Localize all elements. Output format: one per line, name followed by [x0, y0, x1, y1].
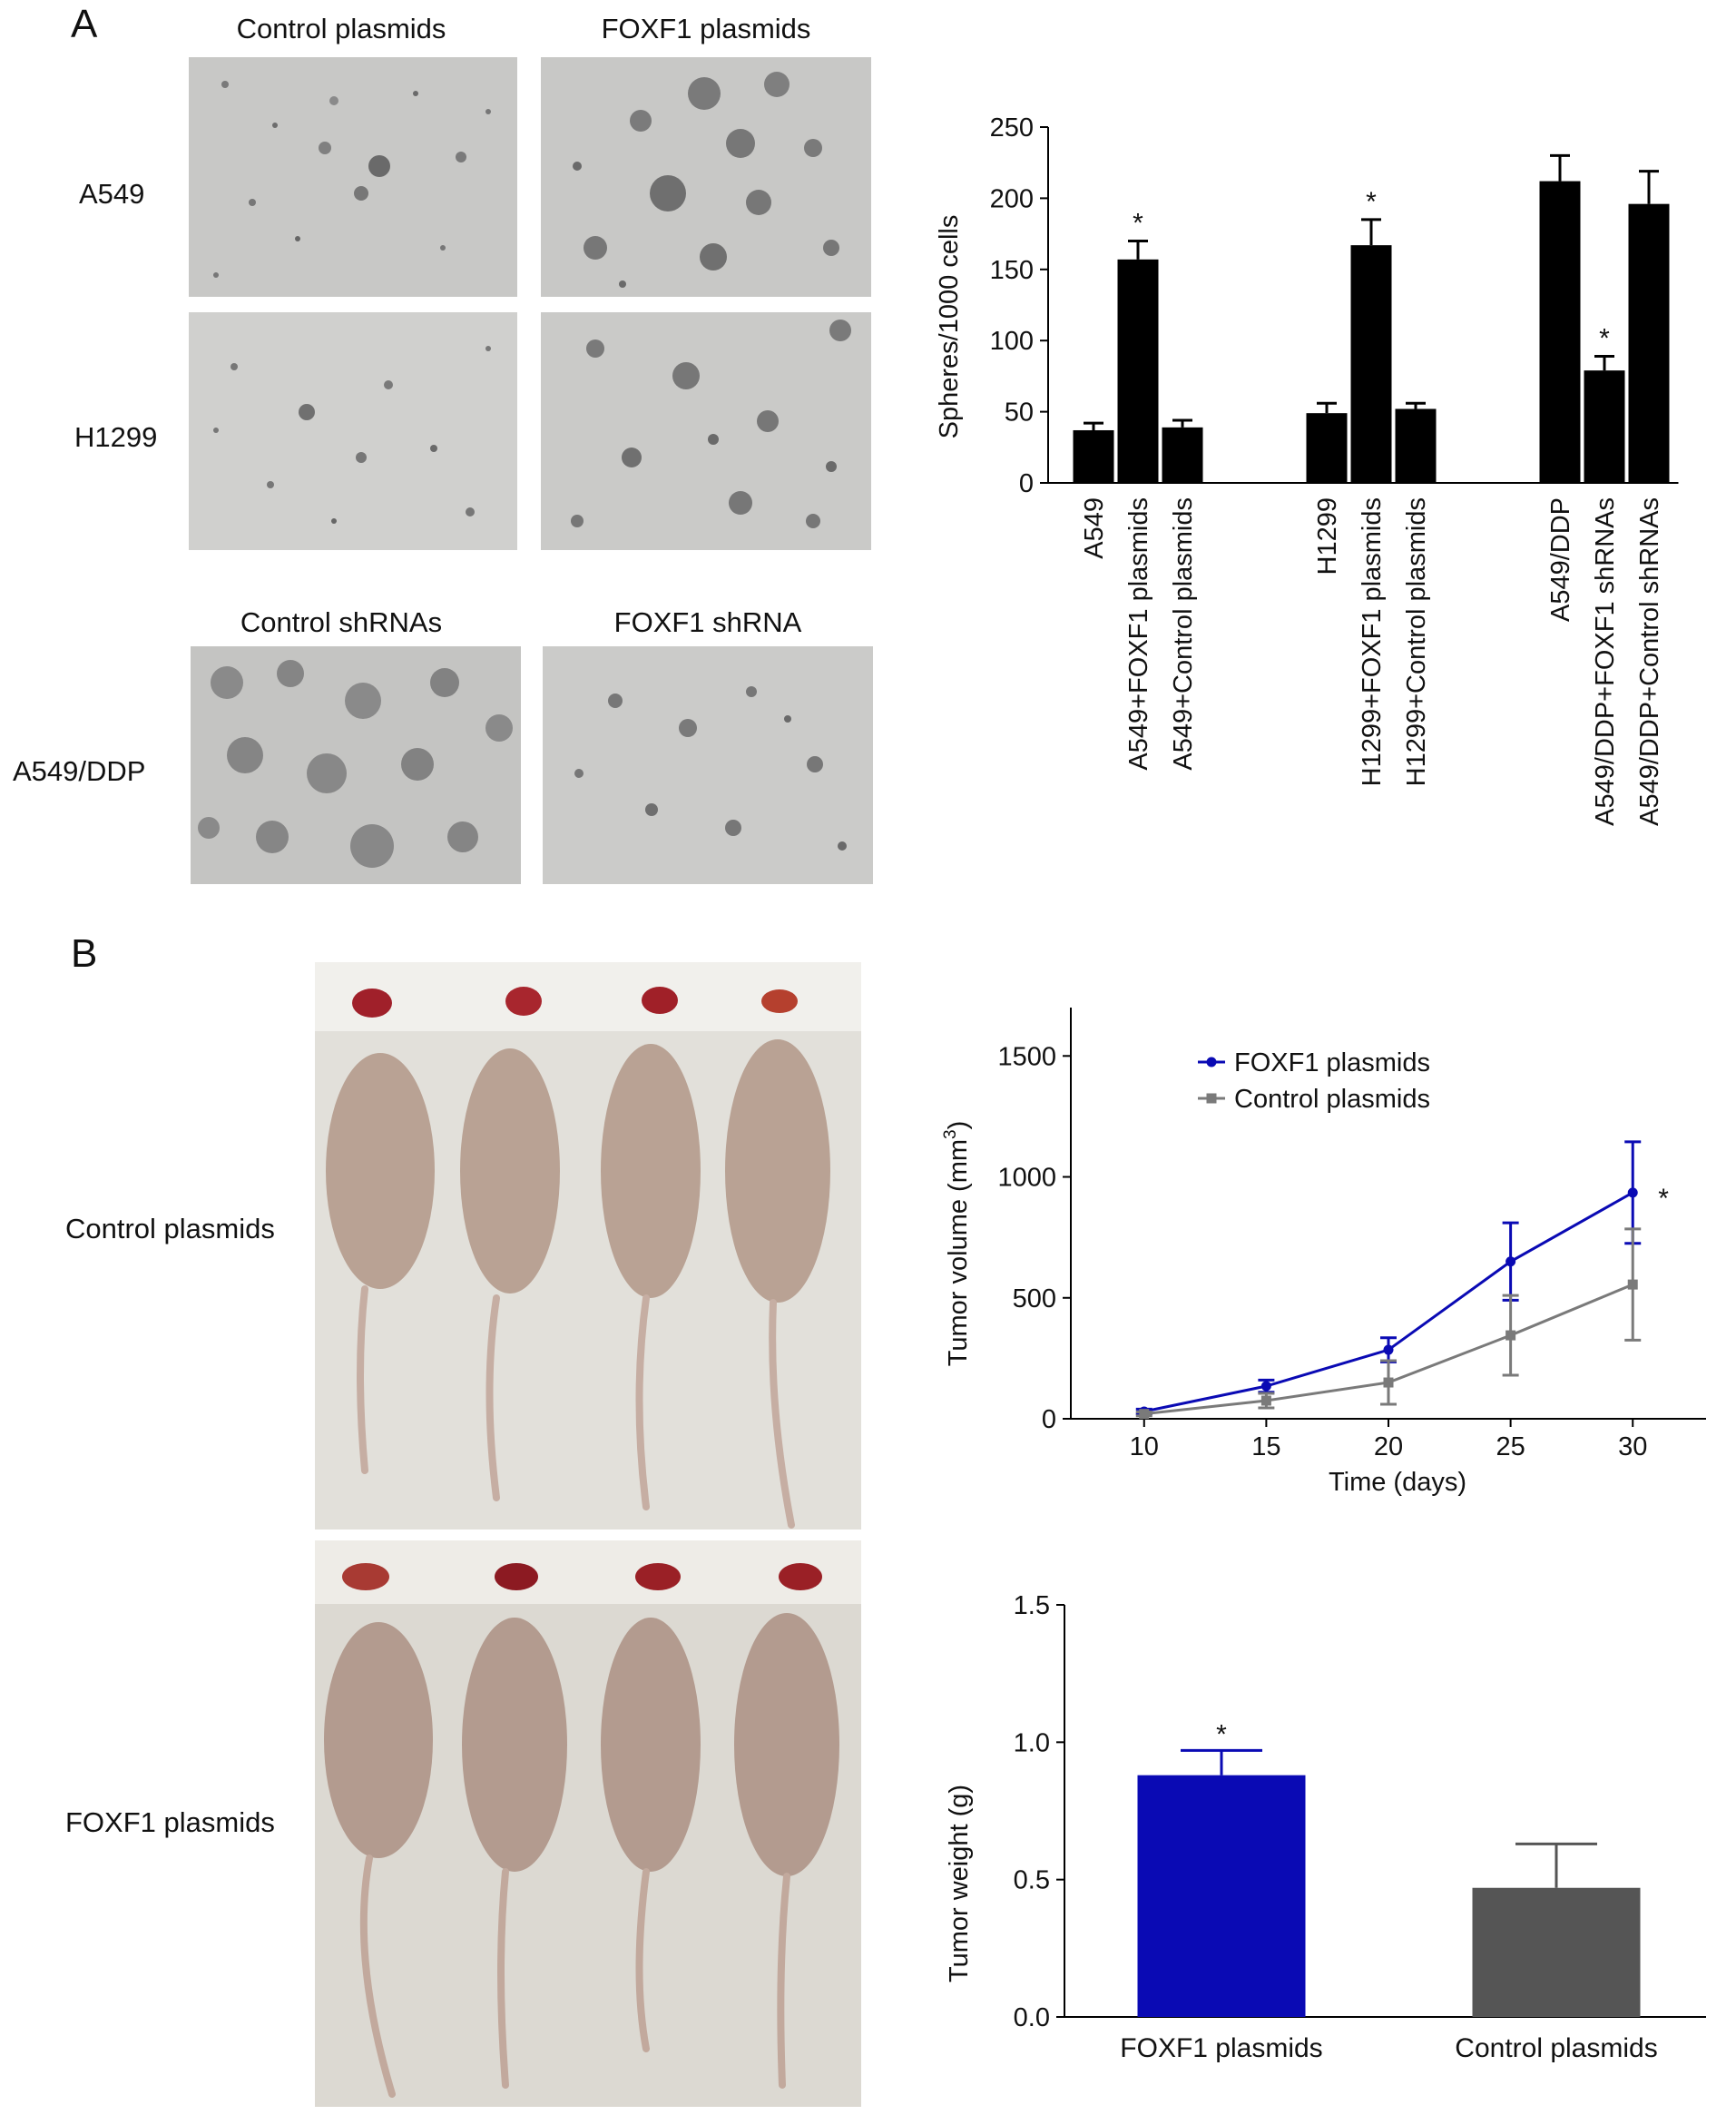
weight-y-tick-label: 1.0 [1014, 1728, 1050, 1757]
micrograph-a549-foxf1 [541, 57, 871, 297]
mice-photo-control-plasmids [315, 962, 861, 1530]
weight-x-tick-label: FOXF1 plasmids [1120, 2033, 1322, 2063]
volume-y-tick-label: 0 [1042, 1405, 1056, 1434]
volume-data-point [1627, 1187, 1638, 1198]
spheres-x-tick-label: A549/DDP+Control shRNAs [1635, 497, 1664, 826]
micrograph-h1299-foxf1 [541, 312, 871, 550]
volume-data-point [1506, 1330, 1516, 1341]
weight-y-tick-label: 1.5 [1014, 1591, 1050, 1620]
spheres-x-tick-label: A549+FOXF1 plasmids [1124, 497, 1153, 771]
legend-label: FOXF1 plasmids [1234, 1048, 1430, 1077]
volume-data-point [1506, 1256, 1516, 1267]
spheres-bar [1162, 427, 1203, 483]
spheres-bar [1584, 370, 1625, 483]
weight-bar [1137, 1775, 1306, 2017]
row-label-a549-ddp: A549/DDP [13, 755, 146, 787]
spheres-x-tick-label: H1299+FOXF1 plasmids [1358, 497, 1387, 786]
header-control-shrnas: Control shRNAs [240, 606, 443, 638]
volume-y-tick-label: 500 [1013, 1284, 1056, 1313]
spheres-y-tick-label: 0 [1019, 469, 1034, 498]
spheres-y-axis-label: Spheres/1000 cells [935, 215, 964, 439]
weight-y-tick-label: 0.0 [1014, 2003, 1050, 2032]
weight-y-tick-label: 0.5 [1014, 1866, 1050, 1895]
volume-x-tick-label: 10 [1130, 1432, 1159, 1461]
tumor-weight-bar-chart: 0.0 0.5 1.0 1.5 * FOXF1 plasmids Control plasm… [945, 1591, 1706, 2063]
spheres-y-tick-label: 50 [1005, 398, 1034, 428]
weight-significance-marker: * [1216, 1719, 1227, 1749]
tumor-volume-line-chart: 0 500 1000 1500 10 15 20 25 30 Time (days) FOXF1 p… [941, 1008, 1706, 1497]
legend-marker [1206, 1093, 1217, 1104]
volume-x-axis-label: Time (days) [1329, 1468, 1466, 1497]
spheres-x-tick-label: A549/DDP+FOXF1 shRNAs [1591, 497, 1620, 826]
spheres-significance-marker: * [1366, 187, 1377, 217]
volume-y-axis-label: Tumor volume (mm3) [941, 1121, 973, 1367]
micrograph-a549ddp-foxf1-shrna [543, 646, 873, 884]
spheres-bar [1350, 245, 1392, 483]
volume-y-tick-label: 1500 [997, 1042, 1056, 1071]
volume-y-tick-label: 1000 [997, 1164, 1056, 1193]
header-foxf1-plasmids: FOXF1 plasmids [601, 13, 811, 44]
volume-x-tick-label: 15 [1251, 1432, 1280, 1461]
micrograph-h1299-control [189, 312, 517, 550]
legend-marker [1206, 1057, 1217, 1067]
spheres-bar [1539, 181, 1581, 484]
volume-data-point [1627, 1279, 1638, 1290]
volume-data-point [1260, 1381, 1271, 1392]
row-label-a549: A549 [79, 178, 145, 210]
spheres-bar-chart: 0 50 100 150 200 250 A549 * A549+FOXF1 plasmids A… [935, 113, 1679, 826]
row-label-foxf1-plasmids-mice: FOXF1 plasmids [65, 1806, 275, 1838]
volume-significance-marker: * [1658, 1184, 1669, 1214]
panel-a-letter: A [71, 2, 98, 46]
spheres-y-tick-label: 250 [990, 113, 1034, 143]
volume-data-point [1260, 1395, 1271, 1406]
volume-x-tick-label: 30 [1618, 1432, 1647, 1461]
mice-photo-foxf1-plasmids [315, 1540, 861, 2107]
volume-x-tick-label: 20 [1374, 1432, 1403, 1461]
header-control-plasmids: Control plasmids [236, 13, 446, 44]
volume-data-point [1383, 1377, 1394, 1388]
micrograph-a549-control [189, 57, 517, 297]
spheres-bar [1628, 203, 1670, 483]
spheres-significance-marker: * [1133, 208, 1143, 238]
spheres-x-tick-label: H1299+Control plasmids [1402, 497, 1431, 786]
spheres-x-tick-label: A549 [1080, 497, 1109, 559]
header-foxf1-shrna: FOXF1 shRNA [613, 606, 802, 638]
weight-x-tick-label: Control plasmids [1455, 2033, 1657, 2063]
volume-data-point [1383, 1344, 1394, 1355]
weight-y-axis-label: Tumor weight (g) [945, 1785, 974, 1982]
spheres-y-tick-label: 150 [990, 256, 1034, 285]
spheres-x-tick-label: A549+Control plasmids [1169, 497, 1198, 771]
volume-x-tick-label: 25 [1496, 1432, 1525, 1461]
spheres-y-tick-label: 100 [990, 327, 1034, 356]
spheres-x-tick-label: H1299 [1313, 497, 1342, 575]
spheres-significance-marker: * [1599, 323, 1610, 353]
micrograph-a549ddp-control-shrna [191, 646, 521, 884]
row-label-control-plasmids-mice: Control plasmids [65, 1213, 275, 1244]
spheres-bar [1117, 259, 1159, 483]
spheres-y-tick-label: 200 [990, 184, 1034, 213]
volume-data-point [1139, 1409, 1150, 1420]
panel-b-letter: B [71, 931, 98, 976]
spheres-bar [1306, 413, 1348, 483]
spheres-bar [1073, 429, 1114, 483]
spheres-bar [1395, 408, 1437, 483]
row-label-h1299: H1299 [74, 421, 158, 453]
spheres-x-tick-label: A549/DDP [1546, 497, 1575, 622]
weight-bar [1472, 1887, 1641, 2017]
legend-label: Control plasmids [1234, 1085, 1430, 1114]
